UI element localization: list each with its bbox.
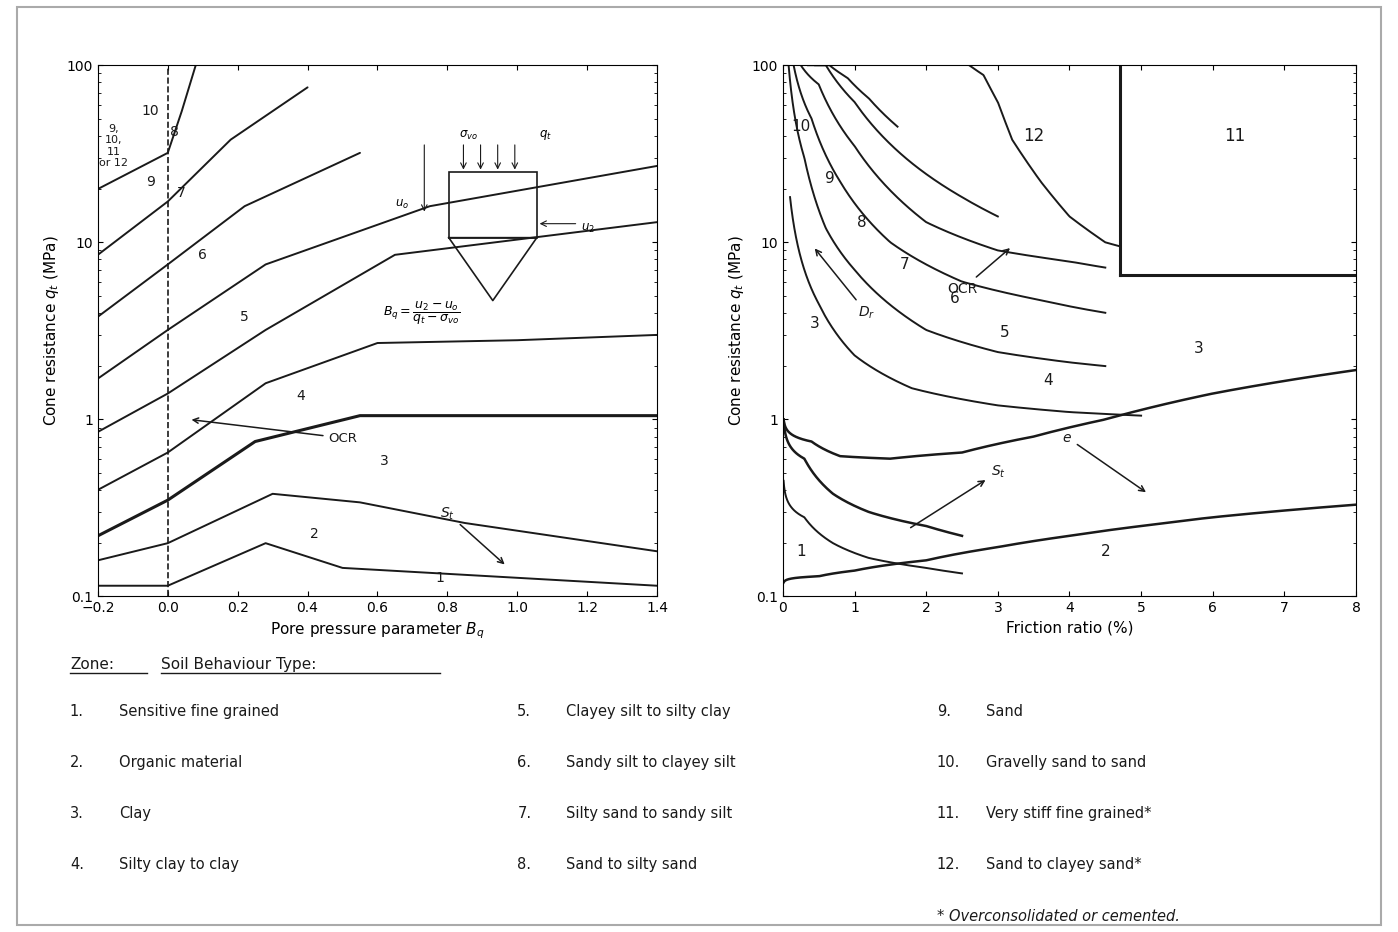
Text: 9.: 9. <box>937 704 951 719</box>
Text: 6.: 6. <box>517 755 531 770</box>
Text: Silty sand to sandy silt: Silty sand to sandy silt <box>566 806 733 821</box>
Text: 12.: 12. <box>937 857 960 872</box>
Text: Sand: Sand <box>986 704 1022 719</box>
Text: Silty clay to clay: Silty clay to clay <box>119 857 239 872</box>
Text: 7: 7 <box>900 257 910 272</box>
Text: 11: 11 <box>1223 127 1244 144</box>
Text: 2: 2 <box>310 528 319 541</box>
Text: 10: 10 <box>141 104 159 118</box>
Text: 5: 5 <box>1000 325 1009 340</box>
Text: 7.: 7. <box>517 806 531 821</box>
Text: 1.: 1. <box>70 704 84 719</box>
Text: 3: 3 <box>811 316 821 331</box>
Text: 1: 1 <box>436 571 445 585</box>
Text: $q_t$: $q_t$ <box>540 129 552 143</box>
Text: 5: 5 <box>240 309 249 323</box>
X-axis label: Friction ratio (%): Friction ratio (%) <box>1005 621 1134 636</box>
Text: 4: 4 <box>1043 374 1053 389</box>
Text: $S_t$: $S_t$ <box>440 505 503 563</box>
Text: $u_o$: $u_o$ <box>394 199 410 212</box>
Text: 3: 3 <box>1194 341 1204 356</box>
Text: 2.: 2. <box>70 755 84 770</box>
Text: 6: 6 <box>199 248 207 262</box>
Text: $D_r$: $D_r$ <box>816 250 875 322</box>
Text: $S_t$: $S_t$ <box>910 464 1005 528</box>
Text: 9,
10,
11
or 12: 9, 10, 11 or 12 <box>99 124 129 169</box>
Text: 9: 9 <box>145 174 155 188</box>
Text: Very stiff fine grained*: Very stiff fine grained* <box>986 806 1151 821</box>
Text: 10: 10 <box>791 119 811 134</box>
Text: Gravelly sand to sand: Gravelly sand to sand <box>986 755 1146 770</box>
Text: 2: 2 <box>1100 543 1110 559</box>
Text: * Overconsolidated or cemented.: * Overconsolidated or cemented. <box>937 909 1180 924</box>
Text: 11.: 11. <box>937 806 960 821</box>
Text: Organic material: Organic material <box>119 755 242 770</box>
Text: Sandy silt to clayey silt: Sandy silt to clayey silt <box>566 755 735 770</box>
Text: 10.: 10. <box>937 755 960 770</box>
Text: 12: 12 <box>1023 127 1044 144</box>
Y-axis label: Cone resistance $q_t$ (MPa): Cone resistance $q_t$ (MPa) <box>42 236 62 426</box>
Text: $\sigma_{vo}$: $\sigma_{vo}$ <box>459 129 478 142</box>
X-axis label: Pore pressure parameter $B_q$: Pore pressure parameter $B_q$ <box>270 621 485 641</box>
Text: Sand to silty sand: Sand to silty sand <box>566 857 698 872</box>
Text: $B_q = \dfrac{u_2 - u_o}{q_t - \sigma_{vo}}$: $B_q = \dfrac{u_2 - u_o}{q_t - \sigma_{v… <box>383 300 460 327</box>
Text: 8: 8 <box>171 125 179 139</box>
Text: 6: 6 <box>951 292 959 307</box>
Text: Clay: Clay <box>119 806 151 821</box>
Text: 4: 4 <box>296 390 305 404</box>
Text: 8: 8 <box>857 214 867 229</box>
Text: 3.: 3. <box>70 806 84 821</box>
Text: $u_2$: $u_2$ <box>582 222 594 235</box>
Text: Zone:: Zone: <box>70 657 113 672</box>
Text: Sensitive fine grained: Sensitive fine grained <box>119 704 280 719</box>
Text: 7: 7 <box>178 186 186 200</box>
Text: 4.: 4. <box>70 857 84 872</box>
Text: Soil Behaviour Type:: Soil Behaviour Type: <box>161 657 316 672</box>
Text: $e$: $e$ <box>1062 431 1145 491</box>
Text: 1: 1 <box>795 543 805 559</box>
Y-axis label: Cone resistance $q_t$ (MPa): Cone resistance $q_t$ (MPa) <box>727 236 747 426</box>
Text: 9: 9 <box>825 171 835 185</box>
Text: Sand to clayey sand*: Sand to clayey sand* <box>986 857 1141 872</box>
Text: OCR: OCR <box>948 249 1009 295</box>
Text: 5.: 5. <box>517 704 531 719</box>
Text: 3: 3 <box>380 454 389 468</box>
Text: 8.: 8. <box>517 857 531 872</box>
Text: Clayey silt to silty clay: Clayey silt to silty clay <box>566 704 731 719</box>
Text: OCR: OCR <box>193 418 358 445</box>
